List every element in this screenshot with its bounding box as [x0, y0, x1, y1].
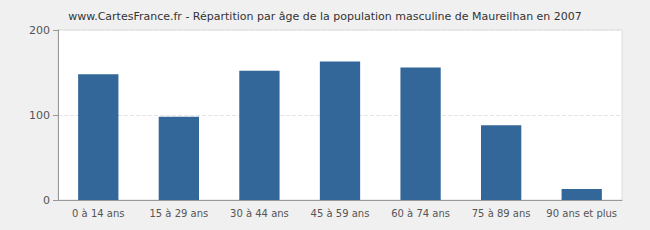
- svg-text:0: 0: [43, 194, 50, 207]
- svg-text:75 à 89 ans: 75 à 89 ans: [472, 208, 531, 219]
- svg-text:www.CartesFrance.fr - Répartit: www.CartesFrance.fr - Répartition par âg…: [68, 10, 582, 23]
- svg-text:0 à 14 ans: 0 à 14 ans: [72, 208, 124, 219]
- svg-text:90 ans et plus: 90 ans et plus: [546, 208, 617, 219]
- svg-text:45 à 59 ans: 45 à 59 ans: [311, 208, 370, 219]
- svg-text:60 à 74 ans: 60 à 74 ans: [391, 208, 450, 219]
- svg-text:200: 200: [29, 24, 50, 37]
- svg-text:100: 100: [29, 109, 50, 122]
- svg-text:30 à 44 ans: 30 à 44 ans: [230, 208, 289, 219]
- svg-text:15 à 29 ans: 15 à 29 ans: [149, 208, 208, 219]
